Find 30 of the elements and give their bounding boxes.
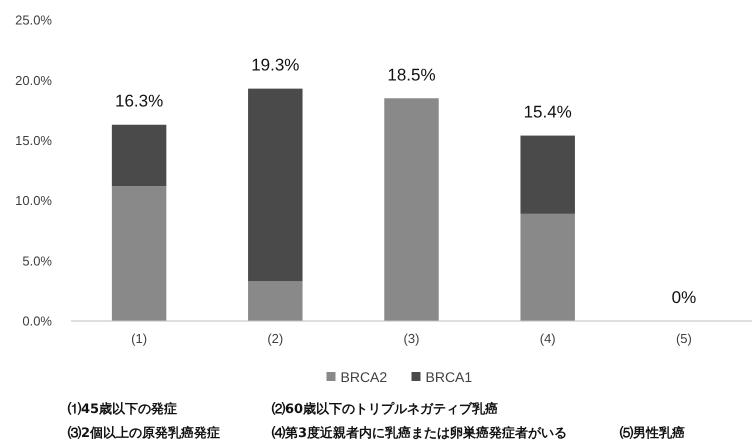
total-label: 18.5% [387, 65, 436, 84]
x-tick-label: (1) [131, 331, 148, 346]
x-tick-label: (4) [540, 331, 556, 346]
legend-label: BRCA1 [426, 368, 472, 385]
total-label: 15.4% [524, 102, 572, 122]
text: ⑵60歳以下のトリプルネガティブ乳癌 [271, 401, 498, 417]
bar [112, 186, 166, 321]
bar [520, 136, 575, 214]
y-tick-label: 10.0% [15, 193, 52, 208]
bar [248, 88, 303, 282]
bar [520, 214, 575, 321]
text: ⑴45歳以下の発症 [67, 401, 178, 417]
text: ⑸男性乳癌 [619, 425, 685, 441]
bar [112, 124, 166, 186]
x-tick-label: (5) [676, 331, 692, 346]
x-tick-label: (2) [267, 331, 284, 346]
text: ⑶2個以上の原発乳癌発症 [67, 425, 220, 441]
total-label: 0% [672, 288, 696, 307]
y-tick-label: 0.0% [22, 314, 52, 329]
x-tick-label: (3) [404, 331, 420, 346]
text: ⑷第3度近親者内に乳癌または卵巣癌発症者がいる [271, 425, 568, 441]
y-tick-label: 15.0% [15, 132, 52, 148]
bar [384, 98, 439, 321]
y-tick-label: 25.0% [15, 12, 52, 28]
bar [248, 281, 303, 321]
legend-label: BRCA2 [340, 368, 388, 385]
y-tick-label: 5.0% [22, 253, 52, 268]
total-label: 19.3% [251, 56, 300, 75]
total-label: 16.3% [115, 92, 164, 111]
y-tick-label: 20.0% [15, 72, 52, 88]
